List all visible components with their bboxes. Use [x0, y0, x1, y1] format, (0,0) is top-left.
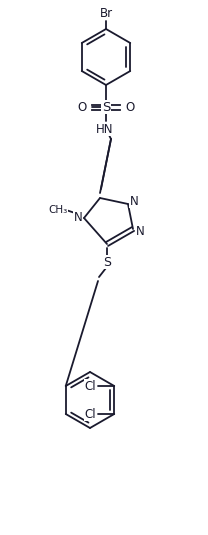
Text: S: S [102, 101, 110, 113]
Text: HN: HN [96, 123, 114, 135]
Text: N: N [136, 225, 144, 238]
Text: N: N [130, 195, 138, 208]
Text: O: O [77, 101, 87, 113]
Text: O: O [125, 101, 135, 113]
Text: CH₃: CH₃ [48, 205, 68, 215]
Text: Br: Br [99, 6, 113, 19]
Text: N: N [74, 210, 82, 224]
Text: Cl: Cl [84, 379, 96, 393]
Text: Cl: Cl [84, 408, 96, 421]
Text: S: S [103, 256, 111, 269]
